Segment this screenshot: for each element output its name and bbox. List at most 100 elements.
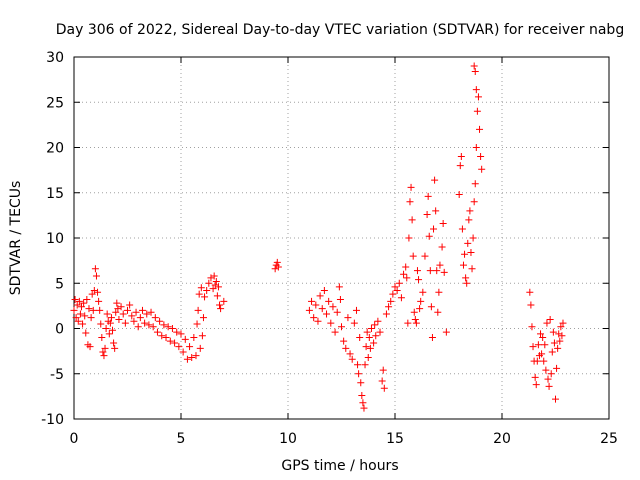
data-point: [107, 314, 115, 322]
data-point: [207, 274, 215, 282]
data-point: [531, 373, 539, 381]
data-point: [99, 348, 107, 356]
data-point: [76, 310, 84, 318]
data-point: [101, 344, 109, 352]
data-point: [405, 234, 413, 242]
data-point: [528, 323, 536, 331]
data-point: [214, 283, 222, 291]
data-point: [183, 355, 191, 363]
data-point: [459, 261, 467, 269]
data-point: [96, 306, 104, 314]
data-point: [358, 391, 366, 399]
data-point: [431, 176, 439, 184]
data-point: [467, 248, 475, 256]
data-point: [113, 299, 121, 307]
data-point: [423, 210, 431, 218]
y-tick-label: 0: [55, 322, 64, 338]
data-point: [539, 334, 547, 342]
x-tick-label: 10: [279, 431, 297, 447]
data-point: [363, 328, 371, 336]
data-point: [385, 303, 393, 311]
data-point: [85, 305, 93, 313]
data-point: [468, 265, 476, 273]
data-point: [408, 216, 416, 224]
data-point: [79, 320, 87, 328]
data-point: [109, 326, 117, 334]
data-point: [274, 263, 282, 271]
data-point: [193, 320, 201, 328]
data-point: [379, 366, 387, 374]
data-point: [400, 270, 408, 278]
x-tick-label: 15: [386, 431, 404, 447]
data-point: [192, 352, 200, 360]
data-point: [83, 296, 91, 304]
x-axis-tick-labels: 0 5 10 15 20 25: [70, 431, 618, 447]
data-point: [455, 191, 463, 199]
data-point: [424, 192, 432, 200]
data-point: [465, 216, 473, 224]
data-point: [413, 267, 421, 275]
data-point: [80, 299, 88, 307]
data-point: [164, 323, 172, 331]
data-point: [404, 319, 412, 327]
data-point: [325, 297, 333, 305]
data-point: [546, 315, 554, 323]
data-point: [177, 330, 185, 338]
data-point: [103, 310, 111, 318]
data-point: [473, 107, 481, 115]
data-point: [411, 315, 419, 323]
data-point: [331, 328, 339, 336]
data-point: [70, 306, 78, 314]
data-point: [115, 315, 123, 323]
data-point: [534, 341, 542, 349]
data-point: [559, 319, 567, 327]
data-point: [75, 297, 83, 305]
data-point: [407, 183, 415, 191]
data-point: [333, 308, 341, 316]
data-point: [344, 314, 352, 322]
data-point: [415, 276, 423, 284]
data-point: [367, 325, 375, 332]
data-point: [457, 153, 465, 161]
data-point: [427, 303, 435, 311]
data-point: [213, 292, 221, 300]
data-point: [397, 294, 405, 302]
data-point: [346, 350, 354, 358]
data-point: [547, 370, 555, 378]
data-point: [81, 312, 89, 320]
data-point: [412, 319, 420, 327]
data-point: [89, 306, 97, 314]
data-point: [552, 395, 559, 403]
data-point: [112, 308, 120, 316]
data-point: [370, 339, 378, 347]
data-point: [91, 265, 99, 273]
data-point: [198, 332, 206, 340]
data-point: [143, 310, 151, 318]
data-point: [548, 348, 556, 356]
data-point: [549, 328, 557, 336]
data-point: [458, 225, 466, 233]
data-point: [110, 339, 118, 347]
data-point: [354, 361, 362, 369]
data-point: [310, 314, 318, 322]
data-point: [82, 329, 90, 337]
data-point: [335, 283, 343, 291]
data-point: [462, 274, 470, 282]
data-point: [166, 337, 174, 345]
data-point: [128, 312, 136, 320]
data-point: [88, 290, 96, 298]
data-point: [94, 288, 102, 296]
data-point: [158, 332, 166, 340]
data-point: [478, 165, 486, 173]
data-point: [537, 330, 545, 338]
data-point: [173, 328, 181, 336]
data-point: [175, 343, 183, 351]
x-axis-label: GPS time / hours: [281, 458, 398, 474]
data-point: [426, 267, 434, 275]
y-tick-label: 15: [46, 186, 64, 202]
data-point: [111, 344, 119, 352]
data-point: [371, 321, 379, 329]
data-point: [356, 334, 364, 342]
data-point: [323, 310, 331, 318]
data-point: [439, 220, 447, 228]
